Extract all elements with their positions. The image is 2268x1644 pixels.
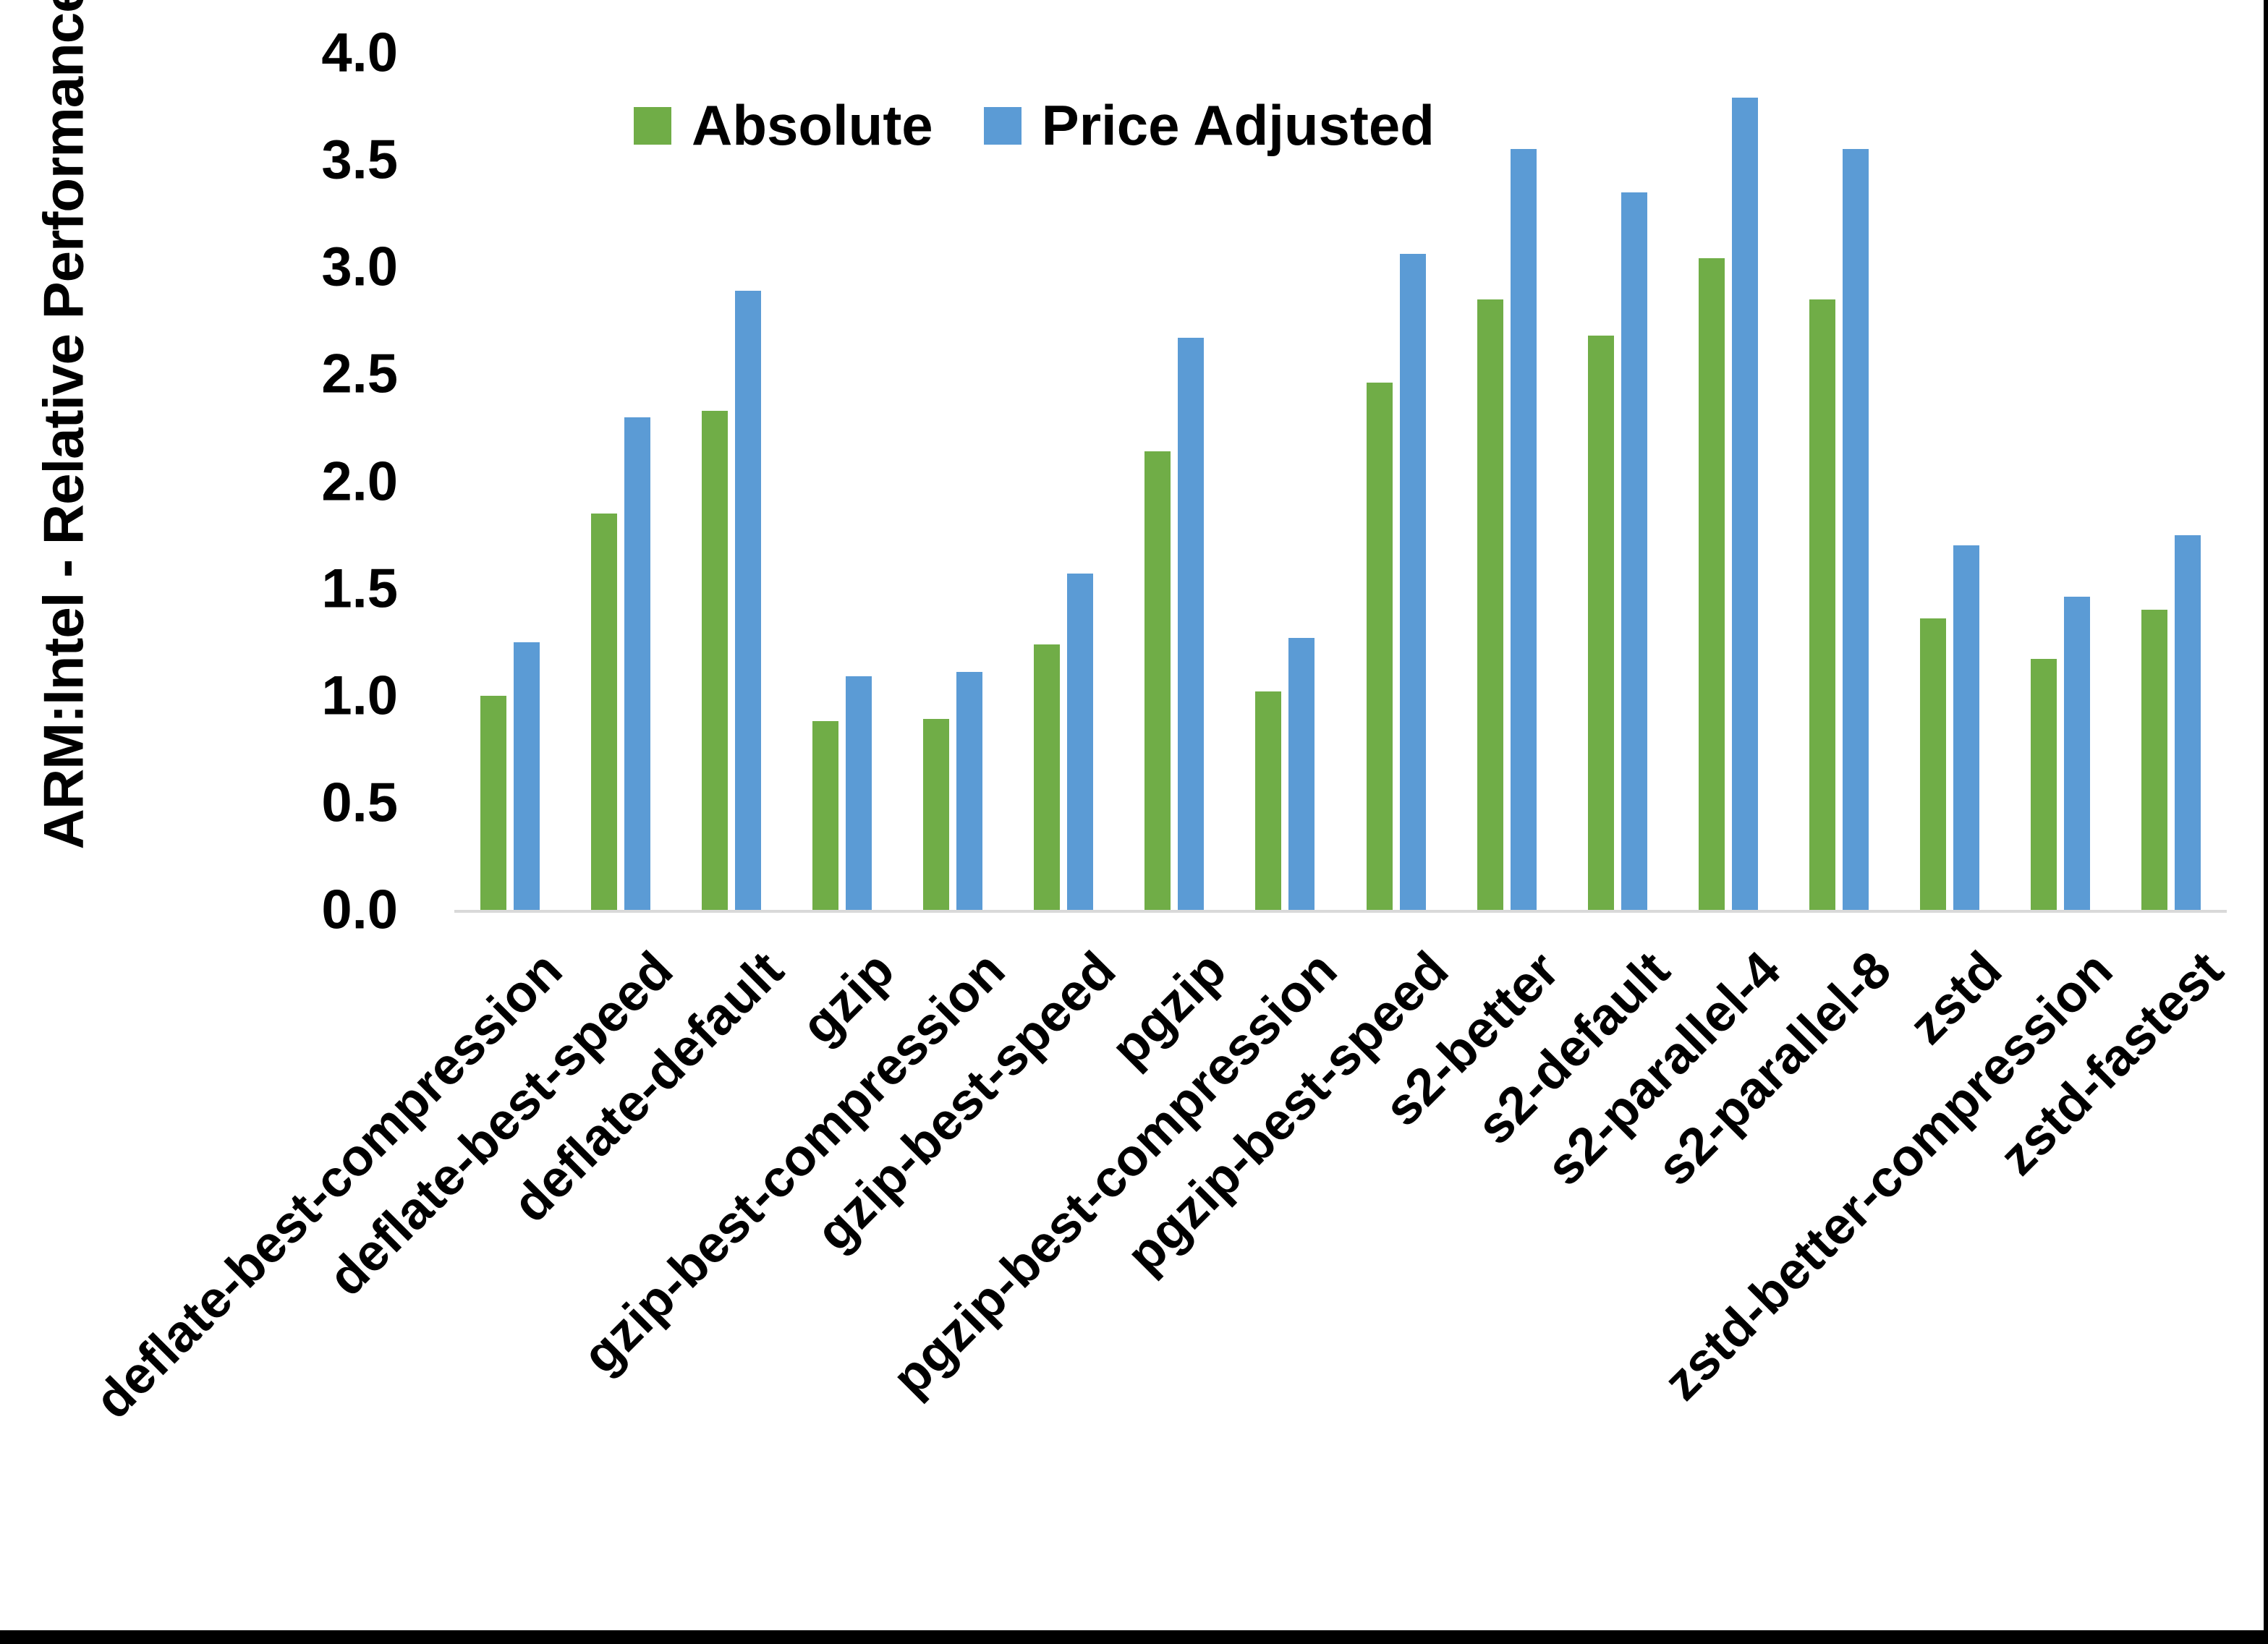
y-tick-label: 0.5 <box>321 772 398 834</box>
bar-price-adjusted <box>1731 98 1758 910</box>
bar-group <box>1784 53 1895 910</box>
bar-group <box>1451 53 1562 910</box>
legend-item-absolute: Absolute <box>634 93 933 158</box>
legend: Absolute Price Adjusted <box>634 93 1435 158</box>
bar-group <box>898 53 1008 910</box>
bar-price-adjusted <box>2175 535 2201 910</box>
y-tick-label: 1.0 <box>321 665 398 727</box>
bar-absolute <box>1255 691 1282 910</box>
bar-price-adjusted <box>845 676 872 910</box>
bar-absolute <box>1144 451 1171 910</box>
bar-price-adjusted <box>734 291 761 910</box>
bar-group <box>1562 53 1673 910</box>
absolute-series-swatch-icon <box>634 106 671 145</box>
bar-absolute <box>1366 383 1393 910</box>
bar-absolute <box>1587 336 1614 910</box>
bar-group <box>2116 53 2227 910</box>
bar-price-adjusted <box>1067 574 1094 910</box>
bar-group <box>1673 53 1783 910</box>
bar-price-adjusted <box>1621 192 1647 910</box>
price-adjusted-series-swatch-icon <box>983 106 1022 145</box>
bar-price-adjusted <box>2064 597 2091 910</box>
bar-price-adjusted <box>1399 254 1426 910</box>
bar-price-adjusted <box>1843 149 1869 910</box>
bar-absolute <box>1698 258 1725 910</box>
bar-group <box>1230 53 1341 910</box>
bar-absolute <box>2031 659 2057 910</box>
bar-group <box>565 53 676 910</box>
bar-price-adjusted <box>1178 338 1205 910</box>
bar-price-adjusted <box>513 642 540 910</box>
plot-area <box>454 53 2227 913</box>
bar-absolute <box>812 721 838 910</box>
bar-absolute <box>1920 618 1947 910</box>
y-tick-label: 1.5 <box>321 558 398 620</box>
bar-group <box>676 53 786 910</box>
bar-absolute <box>701 411 728 910</box>
y-tick-label: 0.0 <box>321 879 398 941</box>
bar-absolute <box>480 696 506 910</box>
bar-group <box>1895 53 2005 910</box>
figure-bottom-border <box>0 1630 2268 1644</box>
bar-price-adjusted <box>956 672 983 910</box>
bar-absolute <box>1809 299 1836 910</box>
legend-item-price-adjusted: Price Adjusted <box>983 93 1435 158</box>
y-tick-label: 3.0 <box>321 236 398 298</box>
y-tick-label: 2.0 <box>321 451 398 512</box>
figure-right-border <box>2264 0 2268 1644</box>
legend-label-price-adjusted: Price Adjusted <box>1041 93 1435 157</box>
bar-group <box>786 53 897 910</box>
y-axis-title: ARM:Intel - Relative Performance <box>31 0 95 850</box>
bar-price-adjusted <box>1288 638 1315 910</box>
bar-group <box>2005 53 2116 910</box>
bar-absolute <box>590 514 617 910</box>
y-tick-label: 4.0 <box>321 22 398 84</box>
bar-absolute <box>1034 644 1061 910</box>
bar-group <box>1341 53 1451 910</box>
bar-group <box>454 53 565 910</box>
y-tick-label: 2.5 <box>321 343 398 405</box>
bar-group <box>1008 53 1119 910</box>
y-tick-label: 3.5 <box>321 129 398 191</box>
bar-price-adjusted <box>1510 149 1537 910</box>
bar-absolute <box>923 719 950 910</box>
bar-group <box>1119 53 1230 910</box>
bar-absolute <box>2141 610 2168 910</box>
bar-price-adjusted <box>624 417 650 910</box>
x-category-label: deflate-best-compression <box>83 940 573 1430</box>
legend-label-absolute: Absolute <box>692 93 933 157</box>
bar-absolute <box>1477 299 1503 910</box>
bar-price-adjusted <box>1953 545 1980 910</box>
